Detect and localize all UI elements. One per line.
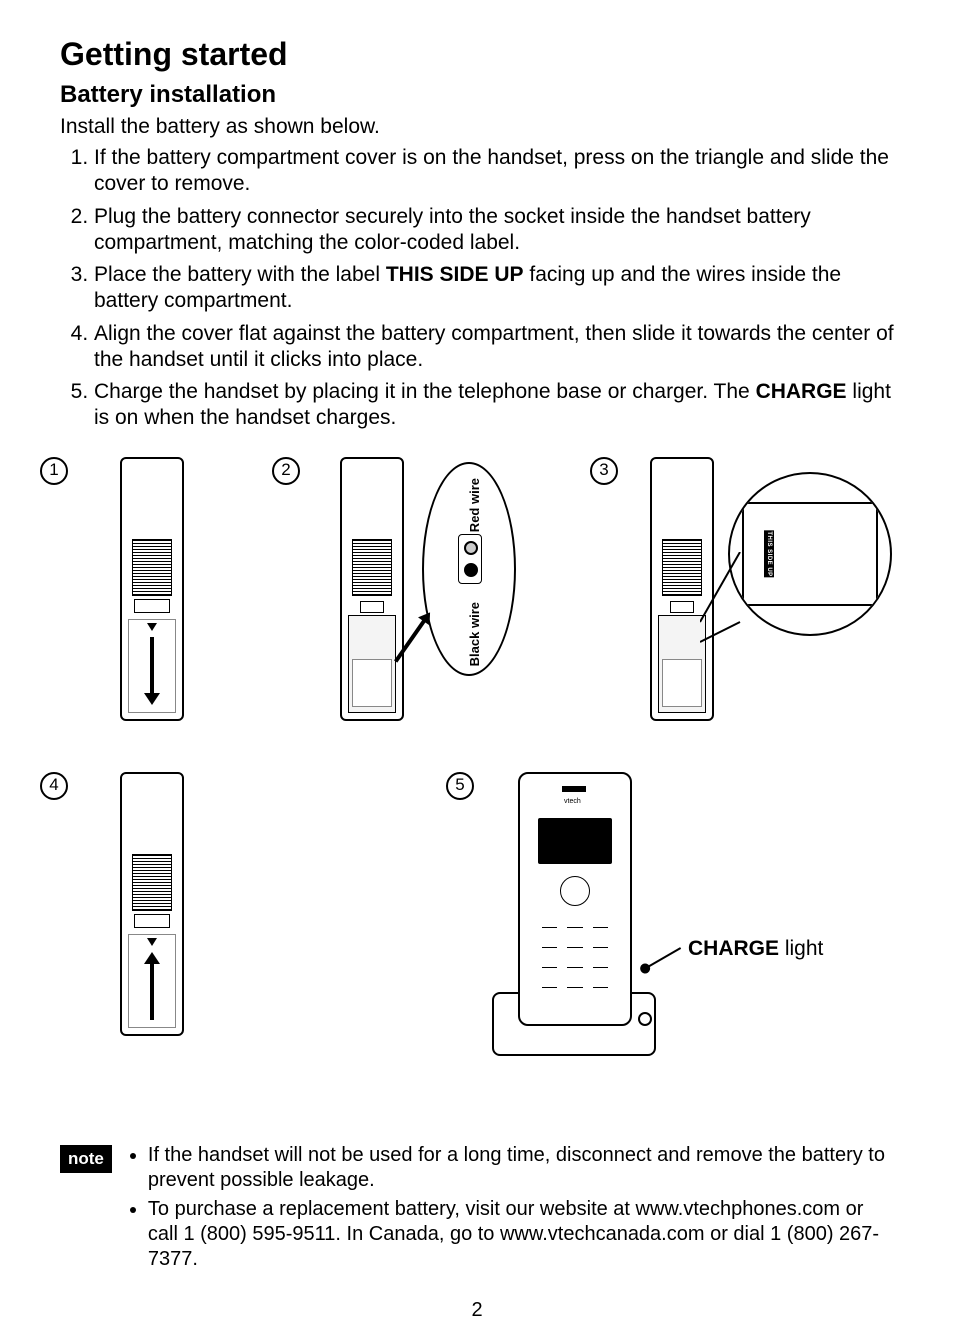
battery-closeup-icon: THIS SIDE UP: [742, 502, 878, 606]
figure-number-badge: 5: [446, 772, 474, 800]
charge-bold: CHARGE: [688, 937, 779, 960]
handset-back-diagram: [120, 457, 184, 721]
this-side-up-label: THIS SIDE UP: [764, 530, 774, 577]
compartment-label-icon: [352, 659, 392, 707]
figure-number-badge: 1: [40, 457, 68, 485]
step-list: If the battery compartment cover is on t…: [60, 145, 894, 432]
key-icon: [567, 934, 582, 948]
key-icon: [593, 974, 608, 988]
step-text: If the battery compartment cover is on t…: [94, 146, 889, 195]
figure-number-badge: 4: [40, 772, 68, 800]
key-icon: [593, 914, 608, 928]
arrow-up-icon: [150, 962, 154, 1020]
nav-dpad-icon: [560, 876, 590, 906]
battery-socket-icon: [670, 601, 694, 613]
connector-callout-oval: Red wire Black wire: [422, 462, 516, 676]
section-title: Battery installation: [60, 81, 894, 109]
key-icon: [567, 954, 582, 968]
note-item: To purchase a replacement battery, visit…: [148, 1197, 894, 1272]
handset-front-diagram: vtech: [518, 772, 632, 1026]
key-icon: [567, 974, 582, 988]
note-item: If the handset will not be used for a lo…: [148, 1143, 894, 1193]
figure-area: 1 2 Red wire Black wire 3: [60, 452, 894, 1092]
triangle-down-icon: [147, 623, 157, 631]
key-icon: [593, 954, 608, 968]
handset-open-diagram: [340, 457, 404, 721]
key-icon: [567, 914, 582, 928]
speaker-grille-icon: [662, 539, 702, 596]
plug-pin-icon: [464, 541, 478, 555]
note-block: note If the handset will not be used for…: [60, 1143, 894, 1276]
speaker-grille-icon: [132, 539, 172, 596]
battery-socket-icon: [360, 601, 384, 613]
note-text: If the handset will not be used for a lo…: [148, 1144, 885, 1191]
arrow-down-icon: [150, 637, 154, 695]
charge-led-icon: [638, 1012, 652, 1026]
page-number: 2: [0, 1299, 954, 1322]
key-icon: [542, 974, 557, 988]
triangle-down-icon: [147, 938, 157, 946]
page-title: Getting started: [60, 36, 894, 73]
plug-pin-icon: [464, 563, 478, 577]
figure-number-badge: 2: [272, 457, 300, 485]
black-wire-label: Black wire: [468, 602, 482, 666]
bold-text: THIS SIDE UP: [386, 263, 524, 286]
note-badge: note: [60, 1145, 112, 1173]
note-list: If the handset will not be used for a lo…: [128, 1143, 894, 1276]
speaker-grille-icon: [352, 539, 392, 596]
screen-icon: [538, 818, 612, 864]
step-item: Charge the handset by placing it in the …: [94, 379, 894, 432]
keypad-icon: [542, 914, 608, 988]
speaker-grille-icon: [132, 854, 172, 911]
charge-rest: light: [779, 937, 823, 960]
step-text: Plug the battery connector securely into…: [94, 205, 811, 254]
key-icon: [542, 954, 557, 968]
figure-number-badge: 3: [590, 457, 618, 485]
step-item: Align the cover flat against the battery…: [94, 321, 894, 374]
note-text: To purchase a replacement battery, visit…: [148, 1198, 879, 1270]
latch-icon: [134, 599, 170, 613]
charge-light-callout: CHARGE light: [688, 937, 823, 961]
latch-icon: [134, 914, 170, 928]
key-icon: [593, 934, 608, 948]
leader-line-icon: [700, 552, 750, 652]
step-text: Align the cover flat against the battery…: [94, 322, 894, 371]
battery-label-icon: [662, 659, 702, 707]
battery-plug-icon: [458, 534, 482, 584]
brand-label: vtech: [564, 798, 581, 805]
earpiece-icon: [562, 786, 586, 792]
step-item: If the battery compartment cover is on t…: [94, 145, 894, 198]
intro-text: Install the battery as shown below.: [60, 115, 894, 139]
magnifier-callout: THIS SIDE UP: [728, 472, 892, 636]
step-item: Plug the battery connector securely into…: [94, 204, 894, 257]
handset-cover-replace-diagram: [120, 772, 184, 1036]
manual-page: Getting started Battery installation Ins…: [0, 0, 954, 1336]
red-wire-label: Red wire: [468, 478, 482, 532]
bold-text: CHARGE: [756, 380, 847, 403]
step-item: Place the battery with the label THIS SI…: [94, 262, 894, 315]
leader-line-icon: [646, 947, 682, 969]
key-icon: [542, 914, 557, 928]
key-icon: [542, 934, 557, 948]
